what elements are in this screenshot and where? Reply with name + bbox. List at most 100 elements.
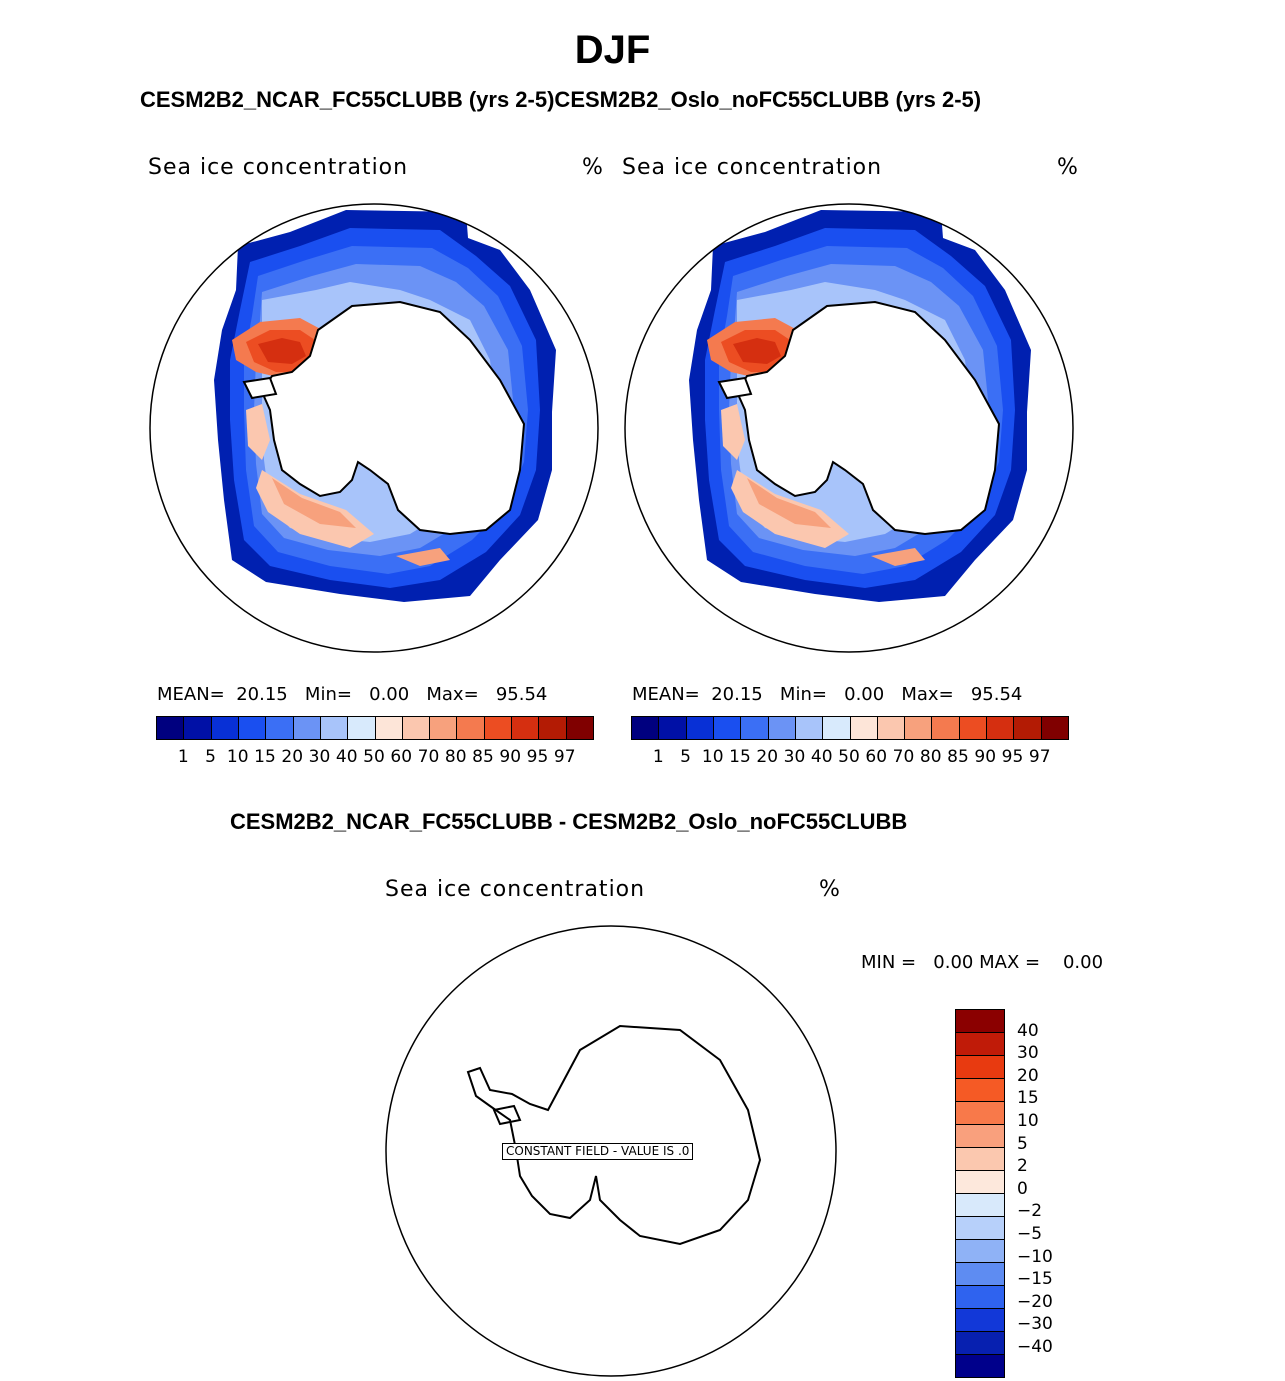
colorbar-tick-label: 97 [1028, 747, 1051, 767]
colorbar-tick-label: 0 [1017, 1178, 1028, 1199]
colorbar-cell [211, 717, 239, 739]
colorbar-cell [1014, 717, 1042, 739]
panel2-colorbar-labels: 1 5 10 15 20 30 40 50 60 70 80 85 90 95 97 [631, 747, 1067, 767]
colorbar-tick-label: 10 [701, 747, 724, 767]
colorbar-tick-label: 30 [783, 747, 806, 767]
colorbar-tick-label: 1 [652, 747, 664, 767]
colorbar-tick-label: 80 [444, 747, 467, 767]
colorbar-tick-label: 15 [729, 747, 751, 767]
colorbar-tick-label: 97 [553, 747, 576, 767]
colorbar-tick-label: −2 [1017, 1201, 1043, 1222]
colorbar-cell [566, 717, 593, 739]
colorbar-cell [430, 717, 458, 739]
panel1-colorbar-labels: 1 5 10 15 20 30 40 50 60 70 80 85 90 95 97 [156, 747, 592, 767]
colorbar-tick-label: 20 [756, 747, 779, 767]
colorbar-tick-label: 1 [177, 747, 189, 767]
colorbar-cell [956, 1332, 1004, 1355]
colorbar-cell [956, 1217, 1004, 1240]
colorbar-tick-label: 85 [947, 747, 969, 767]
diff-header: CESM2B2_NCAR_FC55CLUBB - CESM2B2_Oslo_no… [230, 809, 908, 834]
colorbar-tick-label: 70 [892, 747, 915, 767]
colorbar-tick-label: 40 [335, 747, 358, 767]
colorbar-tick-label: 5 [680, 747, 691, 767]
colorbar-cell [850, 717, 878, 739]
colorbar-tick-label: −5 [1017, 1224, 1043, 1244]
colorbar-cell [457, 717, 485, 739]
colorbar-cell [320, 717, 349, 739]
panel1-map [149, 203, 599, 653]
colorbar-cell [293, 717, 321, 739]
colorbar-cell [956, 1079, 1004, 1102]
colorbar-cell [956, 1263, 1004, 1286]
colorbar-cell [238, 717, 267, 739]
colorbar-cell [932, 717, 960, 739]
colorbar-tick-label: −40 [1017, 1337, 1053, 1357]
colorbar-tick-label: 85 [472, 747, 494, 767]
season-title: DJF [574, 28, 651, 72]
colorbar-cell [157, 717, 185, 739]
colorbar-cell [956, 1240, 1004, 1263]
colorbar-tick-label: 80 [919, 747, 942, 767]
colorbar-cell [877, 717, 906, 739]
colorbar-cell [686, 717, 714, 739]
colorbar-tick-label: 15 [254, 747, 276, 767]
colorbar-cell [741, 717, 769, 739]
colorbar-tick-label: 10 [226, 747, 249, 767]
colorbar-cell [959, 717, 988, 739]
colorbar-tick-label: 60 [865, 747, 888, 767]
colorbar-tick-label: 40 [810, 747, 833, 767]
colorbar-tick-label: 90 [499, 747, 522, 767]
colorbar-cell [956, 1033, 1004, 1056]
colorbar-cell [402, 717, 431, 739]
colorbar-tick-label: 50 [838, 747, 860, 767]
colorbar-cell [512, 717, 540, 739]
colorbar-cell [484, 717, 513, 739]
colorbar-cell [632, 717, 660, 739]
panel1-field-label: Sea ice concentration [148, 155, 409, 180]
colorbar-cell [795, 717, 824, 739]
colorbar-tick-label: 5 [205, 747, 216, 767]
colorbar-tick-label: 15 [1017, 1088, 1039, 1109]
colorbar-cell [768, 717, 796, 739]
panel2-stats: MEAN= 20.15 Min= 0.00 Max= 95.54 [632, 684, 1023, 705]
panel2-colorbar [631, 716, 1069, 740]
colorbar-cell [956, 1171, 1004, 1194]
colorbar-cell [713, 717, 742, 739]
colorbar-tick-label: 40 [1017, 1020, 1039, 1041]
colorbar-tick-label: 95 [526, 747, 549, 767]
colorbar-tick-label: −15 [1017, 1269, 1053, 1290]
colorbar-cell [956, 1056, 1004, 1079]
colorbar-cell [1041, 717, 1068, 739]
colorbar-tick-label: 70 [417, 747, 440, 767]
colorbar-tick-label: 2 [1017, 1156, 1028, 1177]
colorbar-tick-label: 20 [1017, 1065, 1039, 1086]
colorbar-tick-label: −20 [1017, 1291, 1053, 1312]
colorbar-cell [659, 717, 687, 739]
panel2-field-label: Sea ice concentration [622, 155, 883, 180]
colorbar-cell [184, 717, 212, 739]
colorbar-tick-label: −30 [1017, 1314, 1053, 1335]
panel1-stats: MEAN= 20.15 Min= 0.00 Max= 95.54 [157, 684, 548, 705]
diff-minmax: MIN = 0.00 MAX = 0.00 [861, 952, 1104, 973]
colorbar-cell [956, 1148, 1004, 1171]
colorbar-cell [987, 717, 1015, 739]
colorbar-cell [375, 717, 403, 739]
panel1-units-label: % [582, 155, 604, 180]
diff-colorbar [955, 1009, 1005, 1378]
diff-units-label: % [819, 877, 841, 902]
colorbar-tick-label: 5 [1017, 1133, 1028, 1154]
colorbar-tick-label: 10 [1017, 1111, 1039, 1131]
colorbar-cell [956, 1286, 1004, 1309]
colorbar-cell [905, 717, 933, 739]
constant-field-note: CONSTANT FIELD - VALUE IS .0 [502, 1143, 694, 1160]
colorbar-tick-label: 90 [974, 747, 997, 767]
colorbar-cell [956, 1010, 1004, 1033]
colorbar-cell [956, 1309, 1004, 1332]
colorbar-tick-label: −10 [1017, 1246, 1053, 1267]
diff-field-label: Sea ice concentration [385, 877, 646, 902]
colorbar-cell [956, 1125, 1004, 1148]
case-header: CESM2B2_NCAR_FC55CLUBB (yrs 2-5)CESM2B2_… [140, 87, 982, 112]
colorbar-tick-label: 50 [363, 747, 385, 767]
colorbar-cell [348, 717, 376, 739]
colorbar-tick-label: 95 [1001, 747, 1024, 767]
